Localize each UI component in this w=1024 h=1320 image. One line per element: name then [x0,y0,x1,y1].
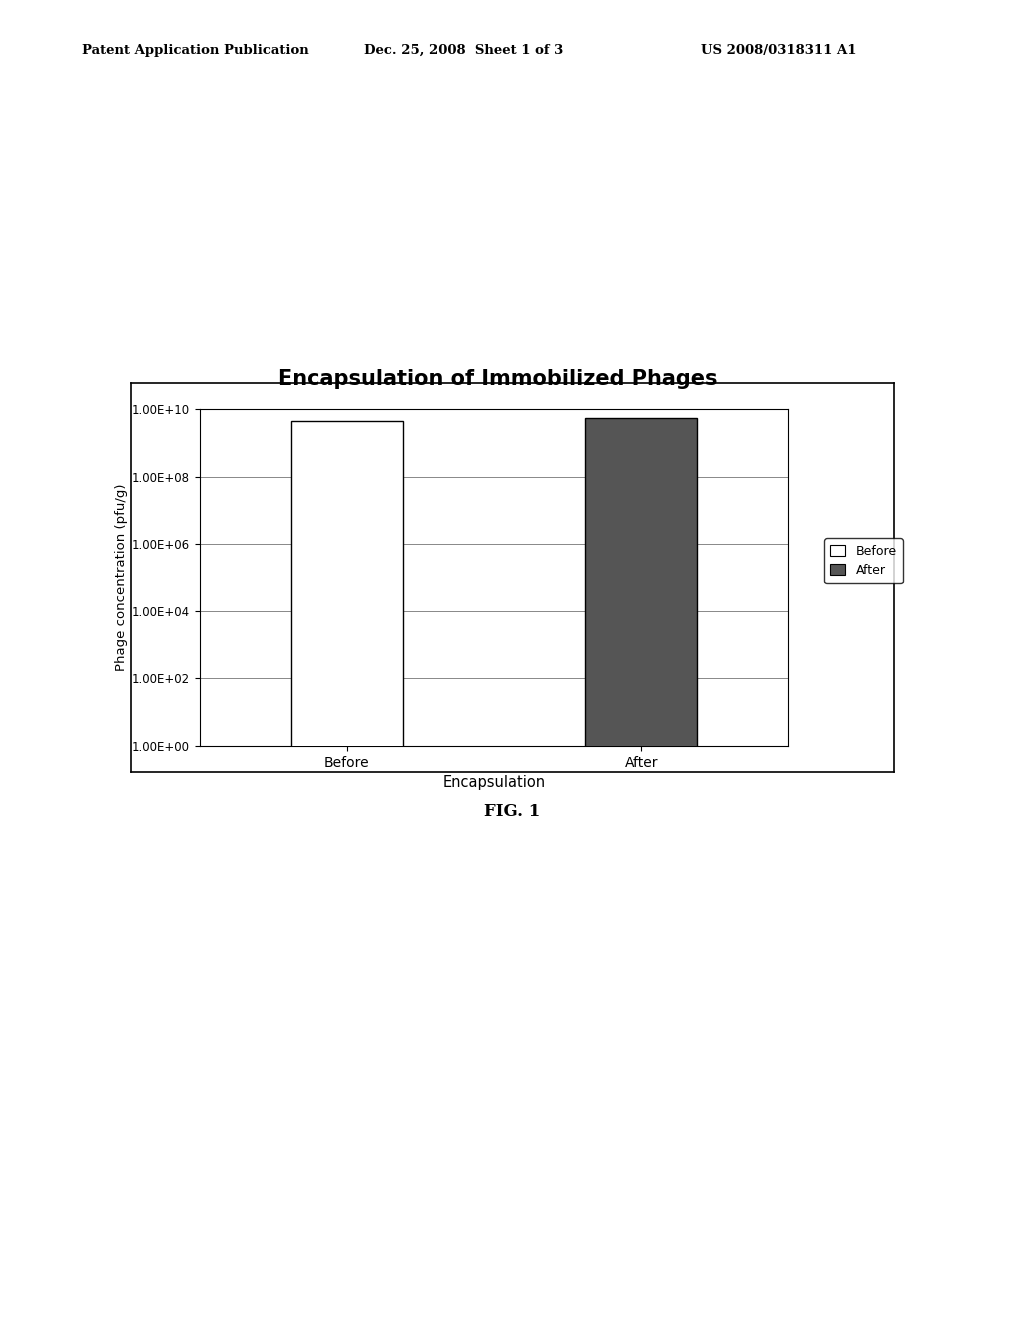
X-axis label: Encapsulation: Encapsulation [442,775,546,791]
Legend: Before, After: Before, After [824,539,903,583]
Text: Patent Application Publication: Patent Application Publication [82,44,308,57]
Bar [291,421,402,1320]
Y-axis label: Phage concentration (pfu/g): Phage concentration (pfu/g) [115,483,128,672]
Text: US 2008/0318311 A1: US 2008/0318311 A1 [701,44,857,57]
Bar [586,418,697,1320]
Text: FIG. 1: FIG. 1 [484,804,540,820]
Text: Encapsulation of Immobilized Phages: Encapsulation of Immobilized Phages [278,370,717,389]
Text: Dec. 25, 2008  Sheet 1 of 3: Dec. 25, 2008 Sheet 1 of 3 [364,44,563,57]
